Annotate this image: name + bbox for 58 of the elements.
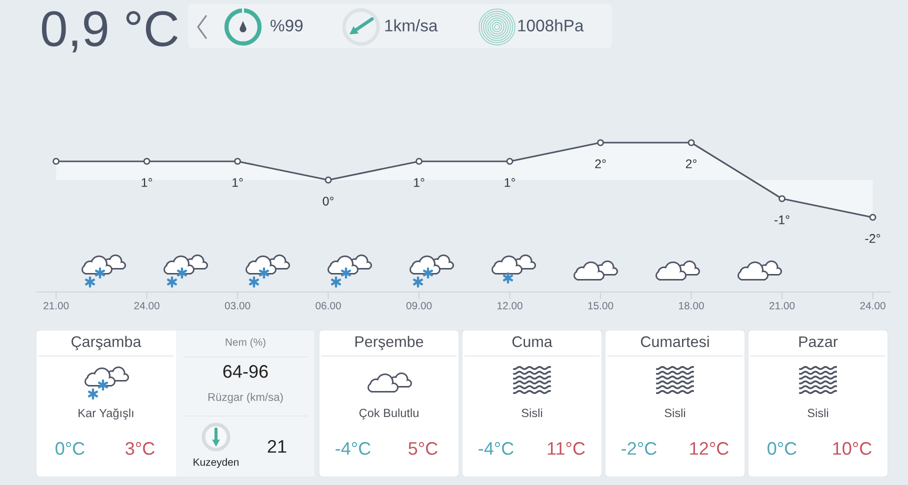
text: -2°C xyxy=(622,442,656,455)
point xyxy=(52,158,60,165)
text: Kuzeyden xyxy=(194,458,238,468)
x-tick-label: 18.00 xyxy=(679,302,704,310)
point xyxy=(506,158,514,165)
text: Pazar xyxy=(799,336,838,348)
point xyxy=(688,139,695,146)
x-tick-label: 21.00 xyxy=(770,302,795,310)
x-tick-label: 21.00 xyxy=(44,302,69,310)
data-label: 2° xyxy=(686,159,696,168)
text: 12°C xyxy=(690,442,728,455)
text: Sisli xyxy=(808,408,828,418)
text: 21 xyxy=(268,440,286,453)
data-label: -2° xyxy=(865,234,880,243)
text: 10°C xyxy=(833,442,872,455)
text: 0,9 °C xyxy=(42,11,178,52)
point xyxy=(778,195,786,202)
point xyxy=(234,158,242,165)
text: -4°C xyxy=(336,442,370,455)
data-label: 1° xyxy=(142,178,152,187)
data-label: 2° xyxy=(595,159,606,168)
x-tick-label: 24.00 xyxy=(134,302,160,310)
text: 0°C xyxy=(56,442,84,455)
data-label: 1° xyxy=(504,178,516,187)
data-label: 1° xyxy=(414,178,424,187)
data-label: 0° xyxy=(322,196,334,206)
point xyxy=(324,176,332,184)
x-tick-label: 15.00 xyxy=(588,302,614,310)
text: 5°C xyxy=(408,442,438,455)
point xyxy=(143,158,150,165)
text: Sisli xyxy=(522,408,542,418)
text: Rüzgar (km/sa) xyxy=(208,392,283,404)
text: Nem (%) xyxy=(226,338,266,348)
text: Kar Yağışlı xyxy=(78,408,134,420)
text: Çok Bulutlu xyxy=(359,408,418,420)
data-label: -1° xyxy=(774,215,790,224)
text: Sisli xyxy=(664,408,686,418)
text: 0°C xyxy=(768,442,796,455)
text: Cumartesi xyxy=(640,336,709,348)
text: Cuma xyxy=(512,336,552,348)
data-label: 1° xyxy=(232,178,243,187)
point xyxy=(416,158,423,165)
x-tick-label: 03.00 xyxy=(224,302,250,310)
text: 1km/sa xyxy=(385,19,438,32)
text: -4°C xyxy=(478,442,514,455)
x-tick-label: 24.00 xyxy=(860,302,886,310)
x-tick-label: 09.00 xyxy=(406,302,432,310)
point xyxy=(597,139,604,146)
text: 1008hPa xyxy=(518,19,584,32)
text: 11°C xyxy=(548,442,585,455)
text: 64-96 xyxy=(223,365,268,378)
point xyxy=(869,214,876,221)
text: Çarşamba xyxy=(72,336,142,350)
text: %99 xyxy=(270,20,303,32)
text: Perşembe xyxy=(355,336,424,350)
x-tick-label: 12.00 xyxy=(498,302,522,310)
text: 3°C xyxy=(126,442,154,455)
x-tick-label: 06.00 xyxy=(316,302,341,310)
